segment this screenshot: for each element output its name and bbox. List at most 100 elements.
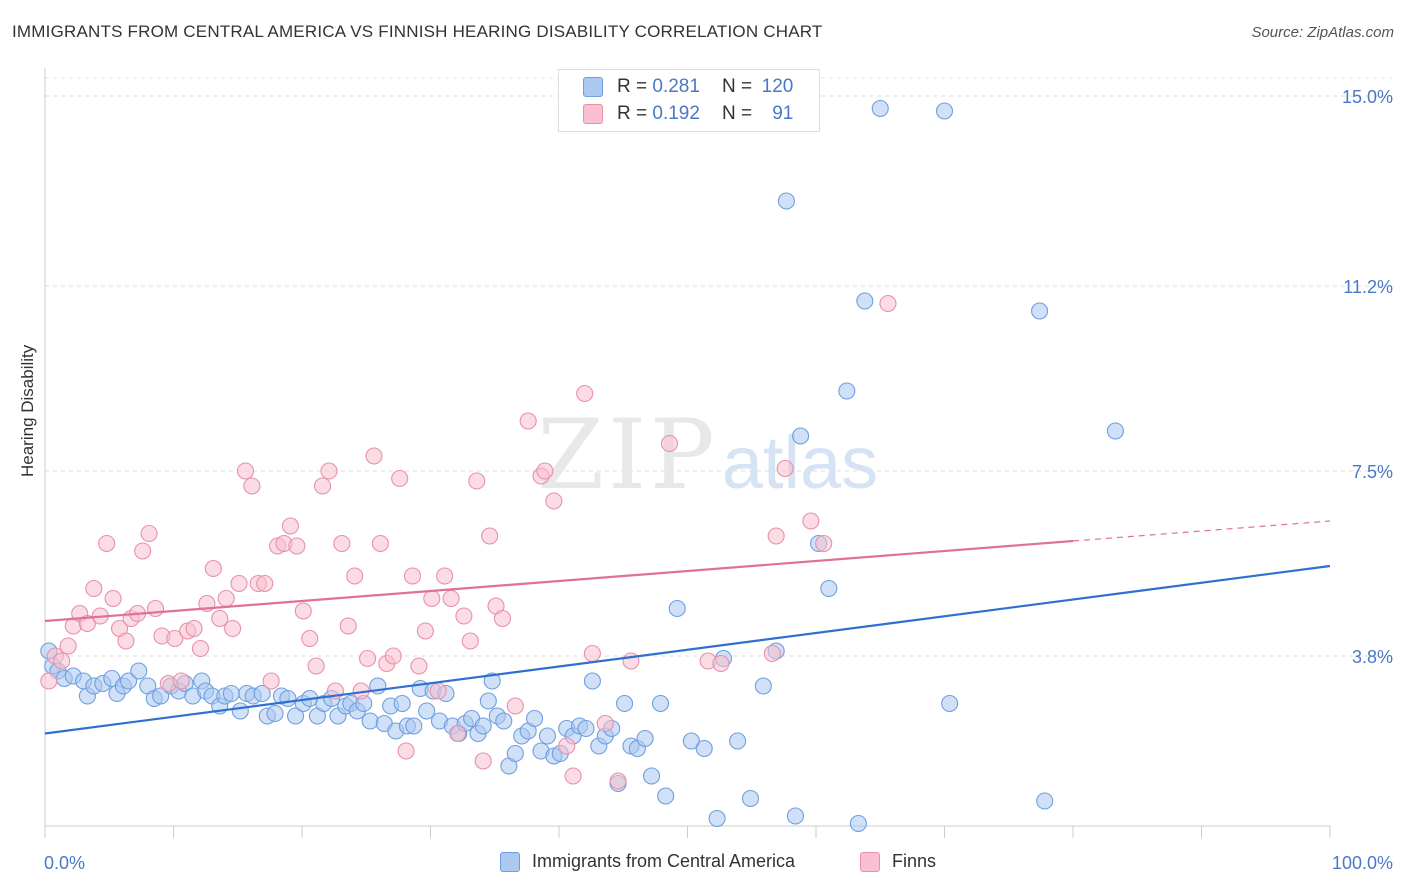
legend-n-value-pink: 91 [772, 103, 794, 124]
data-point-pink [436, 567, 454, 585]
data-point-blue [506, 744, 524, 763]
data-point-blue [695, 739, 713, 758]
data-point-pink [204, 559, 222, 578]
data-point-blue [777, 192, 795, 210]
data-point-blue [231, 702, 249, 720]
data-point-pink [211, 609, 229, 628]
data-point-blue [668, 599, 686, 618]
data-point-pink [461, 632, 479, 650]
data-point-pink [314, 477, 332, 495]
data-point-pink [558, 737, 576, 755]
data-point-blue [130, 662, 148, 680]
data-point-pink [763, 644, 781, 663]
data-point-blue [786, 807, 804, 825]
data-point-blue [119, 672, 138, 690]
data-point-pink [224, 619, 242, 638]
data-point-pink [371, 534, 389, 553]
data-point-blue [871, 99, 889, 118]
data-point-blue [849, 814, 867, 833]
data-point-pink [98, 534, 116, 553]
data-point-blue [538, 727, 556, 745]
data-point-blue [651, 694, 670, 713]
data-point-pink [146, 599, 165, 618]
data-point-blue [279, 689, 297, 708]
data-point-pink [320, 462, 338, 480]
data-point-pink [230, 574, 248, 593]
data-point-blue [741, 789, 760, 808]
data-point-blue [526, 709, 544, 728]
data-point-blue [1036, 792, 1054, 810]
bottom-legend-label-blue: Immigrants from Central America [532, 851, 796, 871]
bottom-legend-label-pink: Finns [892, 851, 937, 871]
data-point-blue [222, 684, 240, 703]
bottom-legend-swatch-pink [860, 851, 880, 872]
trend-line-pink-extension [1072, 520, 1331, 542]
legend-r-value-blue: 0.281 [652, 76, 700, 97]
series-pink-points [40, 294, 897, 790]
data-point-pink [576, 384, 594, 403]
data-point-pink [416, 622, 434, 640]
data-point-pink [301, 629, 319, 648]
data-point-pink [767, 527, 785, 545]
data-point-pink [185, 619, 203, 638]
data-point-pink [217, 589, 235, 608]
source-label: Source: ZipAtlas.com [1251, 24, 1394, 41]
data-point-pink [660, 434, 679, 453]
tick-labels: 3.8% 7.5% 11.2% 15.0% 0.0% 100.0% [44, 87, 1393, 873]
data-point-pink [481, 527, 499, 545]
data-point-pink [134, 542, 152, 560]
data-point-pink [583, 644, 601, 663]
data-point-pink [391, 469, 409, 488]
data-point-blue [754, 677, 772, 695]
data-point-pink [410, 657, 428, 675]
data-point-pink [140, 524, 158, 543]
x-tick-label-max: 100.0% [1332, 853, 1393, 873]
data-point-pink [307, 657, 325, 675]
data-point-blue [583, 672, 601, 690]
data-point-pink [536, 462, 554, 480]
data-point-pink [442, 589, 460, 608]
data-point-blue [152, 687, 170, 705]
data-point-pink [236, 462, 255, 480]
bottom-legend-pink: Finns [860, 851, 936, 872]
data-point-pink [281, 517, 299, 535]
data-point-blue [266, 704, 284, 723]
legend-n-label: N = [721, 76, 753, 97]
y-tick-label: 3.8% [1352, 647, 1393, 667]
data-point-pink [358, 649, 377, 668]
data-point-pink [243, 477, 261, 495]
data-point-pink [448, 724, 467, 743]
data-point-pink [294, 602, 312, 620]
data-point-blue [495, 712, 513, 730]
watermark: ZIP atlas [537, 399, 878, 511]
data-point-blue [253, 684, 271, 703]
data-point-pink [474, 752, 492, 770]
legend-r-label: R = [617, 76, 648, 97]
axes [44, 68, 1331, 838]
data-point-pink [506, 697, 524, 715]
data-point-blue [287, 707, 305, 725]
data-point-pink [519, 412, 537, 430]
data-point-pink [339, 617, 357, 635]
data-point-blue [1106, 422, 1124, 440]
data-point-blue [361, 712, 379, 730]
y-tick-label: 7.5% [1352, 462, 1393, 482]
legend: R = 0.281 N = 120 R = 0.192 N = 91 [558, 69, 820, 132]
x-tick-label-min: 0.0% [44, 853, 85, 873]
data-point-pink [776, 459, 794, 478]
data-point-pink [104, 589, 122, 608]
data-point-pink [117, 632, 135, 650]
y-tick-label: 11.2% [1343, 277, 1393, 297]
data-point-pink [365, 447, 383, 465]
data-point-pink [397, 742, 415, 760]
data-point-blue [615, 694, 634, 713]
data-point-pink [53, 652, 71, 670]
data-point-pink [545, 492, 563, 510]
data-point-pink [333, 534, 351, 553]
data-point-pink [384, 647, 402, 665]
watermark-zip: ZIP [537, 399, 718, 511]
data-point-pink [468, 472, 486, 490]
data-point-blue [636, 729, 654, 748]
data-point-pink [262, 672, 280, 690]
data-point-pink [40, 672, 58, 690]
